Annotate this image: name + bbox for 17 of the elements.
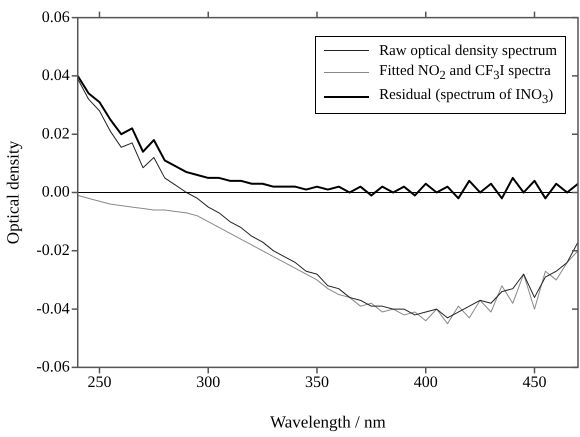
- y-tick-label: -0.06: [36, 358, 70, 376]
- y-tick-label: 0.06: [42, 8, 70, 26]
- y-tick-label: -0.02: [36, 242, 70, 260]
- x-tick-label: 350: [304, 374, 329, 392]
- x-axis-title: Wavelength / nm: [270, 412, 386, 432]
- legend-label: Raw optical density spectrum: [379, 42, 557, 61]
- x-tick-label: 300: [196, 374, 220, 392]
- x-tick-label: 450: [522, 374, 546, 392]
- y-tick-label: -0.04: [36, 300, 70, 318]
- legend-label: Fitted NO$_{2}$ and CF$_{3}$I spectra: [379, 62, 551, 84]
- y-tick-label: 0.04: [42, 67, 70, 84]
- x-tick-label: 400: [414, 374, 438, 392]
- x-tick-label: 250: [87, 374, 112, 392]
- y-tick-label: 0.02: [42, 125, 70, 142]
- legend-label: Residual (spectrum of INO$_{3}$): [379, 86, 554, 108]
- y-tick-label: 0.00: [42, 184, 70, 201]
- y-axis-title: Optical density: [4, 140, 23, 244]
